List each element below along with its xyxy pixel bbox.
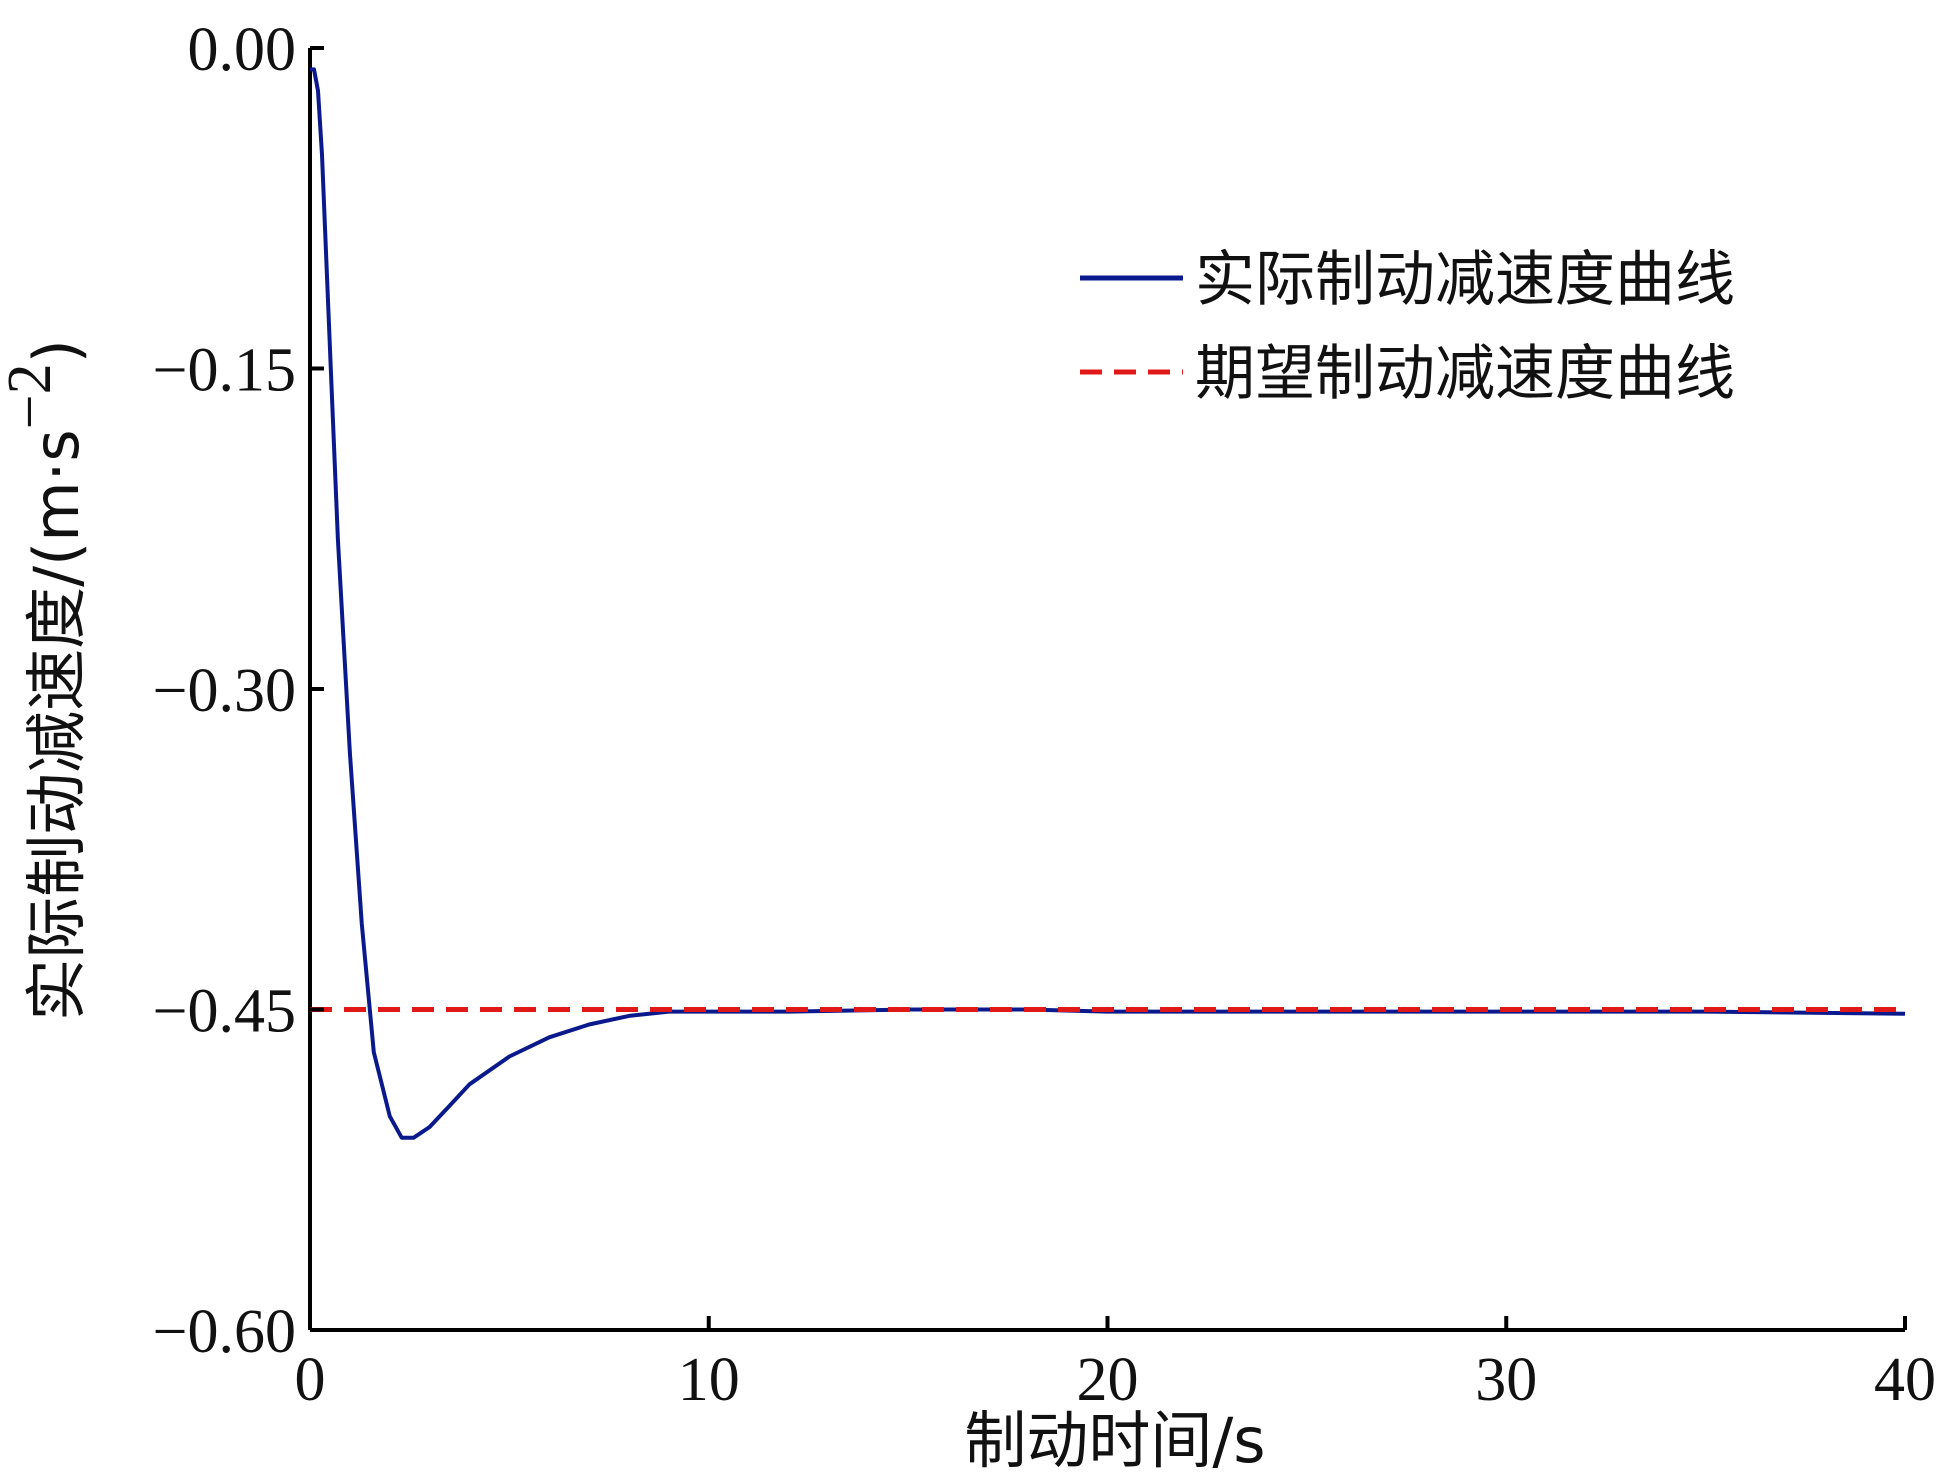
y-axis-title: 实际制动减速度/(m·s−2)	[0, 339, 93, 1021]
y-tick-label: −0.15	[153, 337, 296, 405]
y-tick-label: −0.30	[153, 657, 296, 725]
x-tick-label: 20	[1077, 1346, 1139, 1414]
series-layer	[310, 67, 1906, 1140]
x-tick-label: 30	[1475, 1346, 1537, 1414]
x-tick-label: 40	[1874, 1346, 1936, 1414]
y-tick-label: −0.60	[153, 1298, 296, 1366]
axes	[308, 48, 1905, 1332]
svg-text:实际制动减速度/(m·s−2): 实际制动减速度/(m·s−2)	[0, 339, 93, 1021]
ticks: 0 10 20 30 40 0.00 −0.15 −0.30 −0.45 −0.60	[153, 16, 1936, 1414]
y-axis-title-close: )	[20, 339, 93, 363]
y-tick-label: −0.45	[153, 978, 296, 1046]
y-axis-title-main: 实际制动减速度/(m·s	[20, 429, 93, 1020]
series-line-1	[310, 67, 1906, 1140]
x-tick-label: 0	[295, 1346, 326, 1414]
x-tick-label: 10	[678, 1346, 740, 1414]
legend-label-1: 实际制动减速度曲线	[1195, 245, 1735, 315]
y-tick-label: 0.00	[188, 16, 297, 84]
x-axis-title: 制动时间/s	[964, 1404, 1265, 1477]
y-axis-title-sup: −2	[0, 363, 64, 429]
legend-label-2: 期望制动减速度曲线	[1195, 339, 1735, 409]
